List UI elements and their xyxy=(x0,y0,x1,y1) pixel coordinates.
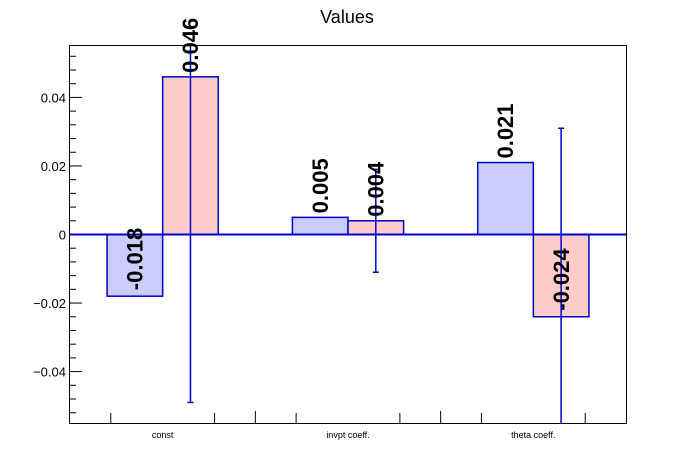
data-label: 0.021 xyxy=(493,103,518,158)
bar xyxy=(106,233,164,297)
data-label: 0.004 xyxy=(364,161,389,217)
y-tick-label: 0 xyxy=(59,228,66,243)
x-category-label: const xyxy=(152,430,174,440)
data-label: -0.018 xyxy=(123,228,148,290)
data-label: -0.024 xyxy=(549,248,574,311)
bar xyxy=(291,216,349,236)
x-category-label: invpt coeff. xyxy=(326,430,369,440)
y-tick-label: −0.02 xyxy=(33,296,66,311)
y-tick-label: 0.04 xyxy=(41,90,66,105)
data-label: 0.005 xyxy=(308,158,333,213)
bar xyxy=(476,161,535,236)
chart-title: Values xyxy=(320,7,374,27)
y-tick-label: −0.04 xyxy=(33,365,66,380)
plot-frame xyxy=(69,45,627,424)
y-tick-label: 0.02 xyxy=(41,159,66,174)
x-category-label: theta coeff. xyxy=(511,430,555,440)
data-label: 0.046 xyxy=(178,18,203,73)
